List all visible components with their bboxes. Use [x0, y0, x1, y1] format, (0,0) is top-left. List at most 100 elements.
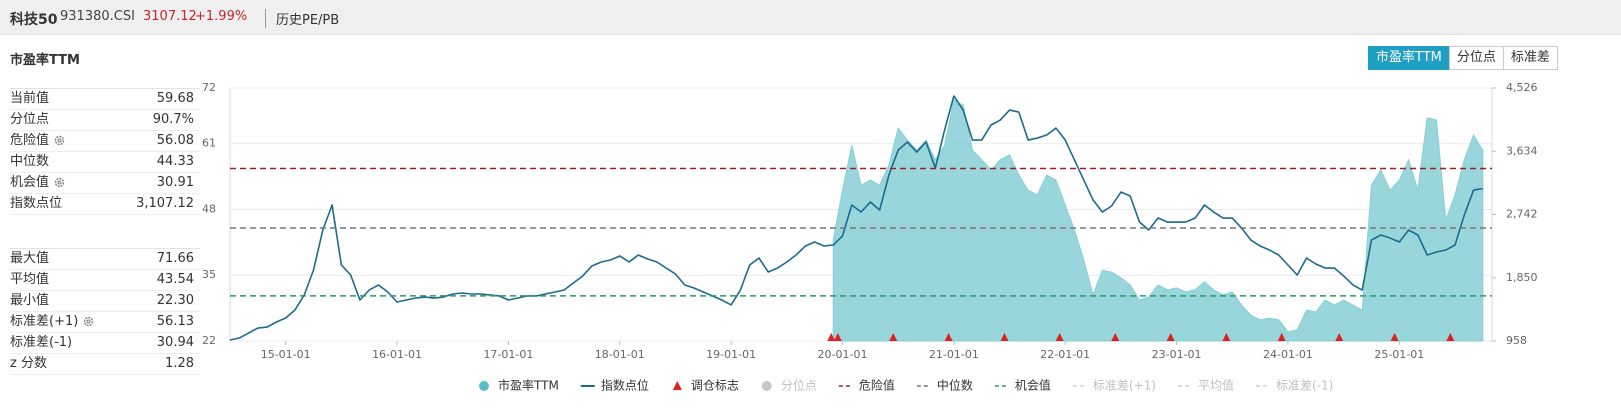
stat-label: 标准差(+1) — [10, 314, 79, 329]
stat-value: 90.7% — [152, 112, 194, 127]
tab[interactable]: 市盈率TTM — [1368, 46, 1450, 70]
x-tick-label: 20-01-01 — [818, 348, 868, 361]
stat-value: 30.91 — [156, 175, 194, 190]
tab-bar: 市盈率TTM 分位点 标准差 — [1368, 46, 1558, 70]
stat-label: z 分数 — [10, 356, 47, 371]
gear-icon[interactable] — [83, 316, 94, 327]
y-tick-label: 61 — [202, 137, 216, 150]
y2-tick-label: 3,634 — [1506, 144, 1538, 157]
pe-area — [832, 99, 1484, 342]
stat-value: 3,107.12 — [136, 196, 194, 211]
legend-item[interactable]: 中位数 — [916, 378, 973, 393]
legend-symbol — [479, 381, 489, 391]
legend-label: 调仓标志 — [691, 379, 739, 393]
rebalance-marker — [1390, 333, 1399, 341]
stat-row: 最大值 71.66 — [10, 249, 200, 270]
y2-tick-label: 958 — [1506, 334, 1527, 347]
x-tick-label: 24-01-01 — [1263, 348, 1313, 361]
stat-row: 平均值 43.54 — [10, 270, 200, 291]
y-tick-label: 48 — [202, 202, 216, 215]
legend-item[interactable]: 标准差(+1) — [1072, 379, 1156, 393]
x-tick-label: 15-01-01 — [261, 348, 311, 361]
legend-item[interactable]: 指数点位 — [580, 378, 649, 393]
x-tick-label: 18-01-01 — [595, 348, 645, 361]
stat-label: 当前值 — [10, 91, 50, 106]
stat-value: 59.68 — [156, 91, 194, 106]
y2-tick-label: 2,742 — [1506, 208, 1538, 221]
stat-label: 标准差(-1) — [10, 335, 73, 350]
legend-item[interactable]: 市盈率TTM — [479, 378, 559, 393]
stat-value: 30.94 — [156, 335, 194, 350]
legend-item[interactable]: 分位点 — [761, 378, 817, 393]
rebalance-marker — [1446, 333, 1455, 341]
stat-value: 22.30 — [156, 293, 194, 308]
rebalance-marker — [1055, 333, 1064, 341]
stat-row: z 分数 1.28 — [10, 354, 200, 375]
legend-item[interactable]: 机会值 — [994, 378, 1051, 393]
stat-label: 最大值 — [10, 251, 50, 266]
y-tick-label: 35 — [202, 268, 216, 281]
stat-row: 标准差(-1) 30.94 — [10, 333, 200, 354]
stat-label: 最小值 — [10, 293, 50, 308]
stat-label: 分位点 — [10, 112, 50, 127]
stat-row: 标准差(+1) 56.13 — [10, 312, 200, 333]
y-tick-label: 22 — [202, 334, 216, 347]
stat-value: 56.13 — [156, 314, 194, 329]
legend-label: 平均值 — [1198, 378, 1234, 393]
stat-label: 危险值 — [10, 133, 50, 148]
rebalance-marker — [1166, 333, 1175, 341]
stat-label: 指数点位 — [10, 196, 63, 211]
legend-label: 危险值 — [859, 378, 895, 393]
x-tick-label: 19-01-01 — [706, 348, 756, 361]
x-tick-label: 17-01-01 — [483, 348, 533, 361]
gear-icon[interactable] — [54, 135, 65, 146]
x-tick-label: 22-01-01 — [1040, 348, 1090, 361]
tab[interactable]: 标准差 — [1502, 46, 1558, 70]
legend-label: 标准差(-1) — [1276, 379, 1333, 393]
index-code: 931380.CSI — [60, 9, 135, 24]
stat-value: 56.08 — [156, 133, 194, 148]
stat-value: 1.28 — [165, 356, 194, 371]
stat-value: 44.33 — [156, 154, 194, 169]
legend-label: 标准差(+1) — [1093, 379, 1156, 393]
stat-label: 中位数 — [10, 154, 50, 169]
rebalance-marker — [1222, 333, 1231, 341]
rebalance-marker — [1111, 333, 1120, 341]
rebalance-marker — [1335, 333, 1344, 341]
legend-item[interactable]: 平均值 — [1177, 378, 1234, 393]
legend-item[interactable]: 调仓标志 — [672, 379, 739, 393]
legend-label: 分位点 — [781, 378, 817, 393]
legend-label: 指数点位 — [601, 378, 649, 393]
index-change: +1.99% — [195, 9, 248, 24]
legend-symbol — [672, 381, 682, 390]
y-tick-label: 72 — [202, 81, 216, 94]
legend-item[interactable]: 危险值 — [838, 378, 895, 393]
rebalance-marker — [1000, 333, 1009, 341]
legend-item[interactable]: 标准差(-1) — [1255, 379, 1333, 393]
stat-row: 中位数 44.33 — [10, 152, 200, 173]
index-name: 科技50 — [10, 12, 58, 28]
legend-symbol — [761, 381, 772, 391]
rebalance-marker — [889, 333, 898, 341]
stat-label: 平均值 — [10, 272, 50, 287]
stat-row: 危险值 56.08 — [10, 131, 200, 152]
history-link[interactable]: 历史PE/PB — [265, 9, 339, 28]
rebalance-marker — [1277, 333, 1286, 341]
stat-row: 最小值 22.30 — [10, 291, 200, 312]
legend-label: 市盈率TTM — [498, 378, 559, 393]
x-tick-label: 21-01-01 — [929, 348, 979, 361]
index-line — [229, 95, 1483, 341]
legend-label: 中位数 — [937, 378, 973, 393]
stat-row: 指数点位 3,107.12 — [10, 194, 200, 215]
stat-value: 43.54 — [156, 272, 194, 287]
y2-tick-label: 1,850 — [1506, 271, 1538, 284]
stat-row: 机会值 30.91 — [10, 173, 200, 194]
rebalance-marker — [833, 333, 842, 341]
rebalance-marker — [827, 333, 836, 341]
index-price: 3107.12 — [143, 9, 197, 24]
tab[interactable]: 分位点 — [1448, 46, 1504, 70]
stat-value: 71.66 — [156, 251, 194, 266]
gear-icon[interactable] — [54, 177, 65, 188]
